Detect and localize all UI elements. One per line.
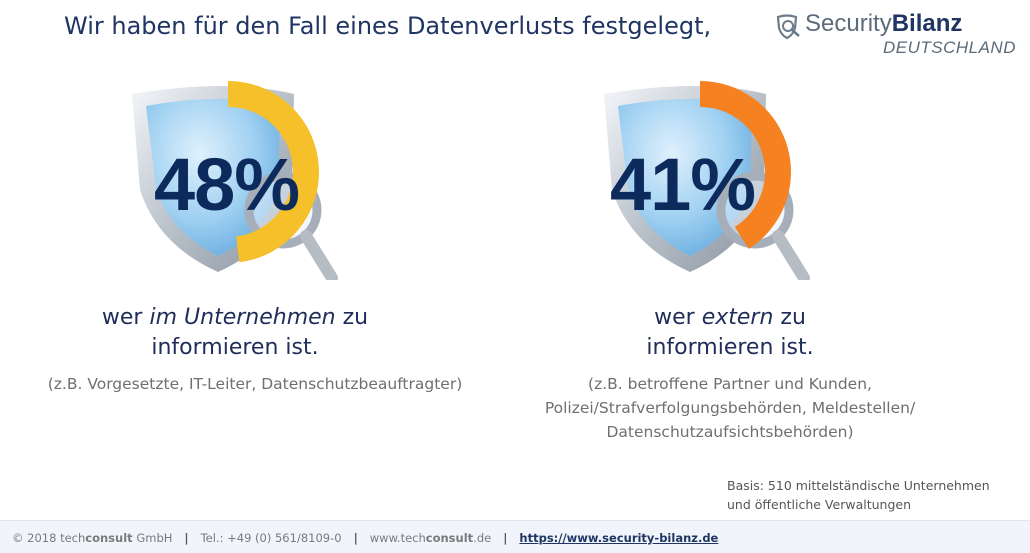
footer-link[interactable]: https://www.security-bilanz.de	[519, 531, 719, 545]
caption-1: wer im Unternehmen zu informieren ist.	[101, 305, 369, 360]
chart-item-1: 48%	[118, 80, 348, 280]
footer-copyright: © 2018 techconsult GmbH	[12, 531, 173, 545]
footer-website[interactable]: www.techconsult.de	[369, 531, 492, 545]
value-label: 48%	[154, 143, 300, 226]
shield-magnifier-logo-icon	[776, 14, 800, 40]
logo: SecurityBilanz DEUTSCHLAND	[775, 10, 1020, 58]
value-label: 41%	[610, 143, 756, 226]
footer: © 2018 techconsult GmbH | Tel.: +49 (0) 56…	[0, 520, 1030, 553]
page-title: Wir haben für den Fall eines Datenverlus…	[64, 12, 712, 40]
logo-wordmark: SecurityBilanz	[805, 10, 963, 37]
detail-2: (z.B. betroffene Partner und Kunden, Pol…	[544, 375, 916, 441]
detail-1: (z.B. Vorgesetzte, IT-Leiter, Datenschut…	[47, 375, 463, 393]
chart-item-2: 41%	[590, 80, 820, 280]
donut-arc	[699, 81, 791, 249]
donut-arc	[227, 81, 319, 263]
footer-phone: Tel.: +49 (0) 561/8109-0	[200, 531, 342, 545]
logo-subtitle: DEUTSCHLAND	[882, 38, 1016, 57]
shield-graphic	[132, 81, 338, 280]
shield-graphic	[604, 81, 810, 280]
basis-note: Basis: 510 mittelständische Unternehmen …	[727, 478, 990, 512]
caption-2: wer extern zu informieren ist.	[646, 305, 814, 360]
